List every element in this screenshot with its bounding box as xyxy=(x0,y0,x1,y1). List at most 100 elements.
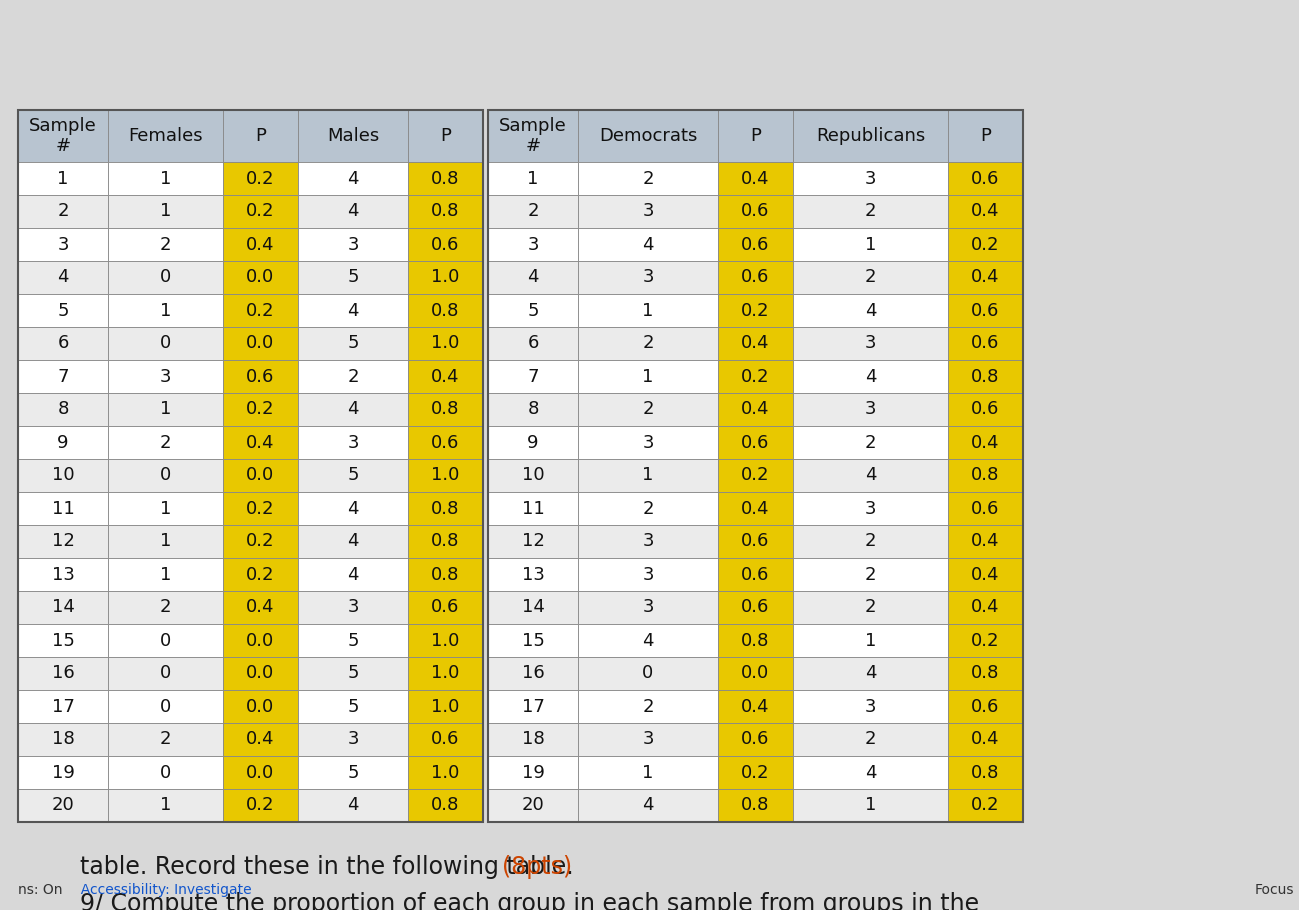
Text: 0.6: 0.6 xyxy=(742,565,770,583)
Text: 3: 3 xyxy=(160,368,171,386)
Bar xyxy=(792,657,948,690)
Text: 0.2: 0.2 xyxy=(247,532,275,551)
Text: 3: 3 xyxy=(642,203,653,220)
Text: 5: 5 xyxy=(347,335,359,352)
Bar xyxy=(18,558,108,591)
Text: 4: 4 xyxy=(865,664,877,682)
Bar xyxy=(297,195,408,228)
Text: 1.0: 1.0 xyxy=(431,467,460,484)
Text: 3: 3 xyxy=(642,532,653,551)
Bar xyxy=(948,558,1024,591)
Text: 19: 19 xyxy=(522,763,544,782)
Text: 1.0: 1.0 xyxy=(431,763,460,782)
Text: 4: 4 xyxy=(347,169,359,187)
Bar xyxy=(108,327,223,360)
Bar xyxy=(948,789,1024,822)
Bar xyxy=(408,110,483,162)
Text: 2: 2 xyxy=(642,335,653,352)
Bar xyxy=(223,657,297,690)
Bar xyxy=(18,110,108,162)
Bar xyxy=(948,294,1024,327)
Text: 20: 20 xyxy=(52,796,74,814)
Bar xyxy=(948,459,1024,492)
Text: 4: 4 xyxy=(347,400,359,419)
Bar xyxy=(792,162,948,195)
Text: 18: 18 xyxy=(52,731,74,749)
Bar xyxy=(18,261,108,294)
Text: 0.4: 0.4 xyxy=(972,731,1000,749)
Bar xyxy=(408,525,483,558)
Bar xyxy=(223,459,297,492)
Text: 1: 1 xyxy=(642,763,653,782)
Bar xyxy=(18,657,108,690)
Bar xyxy=(297,723,408,756)
Bar xyxy=(408,690,483,723)
Bar xyxy=(108,624,223,657)
Text: 4: 4 xyxy=(347,565,359,583)
Text: 3: 3 xyxy=(865,335,877,352)
Text: 3: 3 xyxy=(865,400,877,419)
Bar xyxy=(578,756,718,789)
Text: 2: 2 xyxy=(527,203,539,220)
Bar xyxy=(718,492,792,525)
Bar xyxy=(718,756,792,789)
Bar xyxy=(488,228,578,261)
Text: 2: 2 xyxy=(160,236,171,254)
Text: 0.2: 0.2 xyxy=(972,632,1000,650)
Bar xyxy=(578,110,718,162)
Bar xyxy=(948,690,1024,723)
Text: 0.4: 0.4 xyxy=(972,599,1000,616)
Text: 0.2: 0.2 xyxy=(247,169,275,187)
Bar xyxy=(948,327,1024,360)
Text: 4: 4 xyxy=(865,467,877,484)
Text: 0.6: 0.6 xyxy=(742,203,770,220)
Bar xyxy=(948,360,1024,393)
Text: 1: 1 xyxy=(160,301,171,319)
Bar xyxy=(108,525,223,558)
Text: 0.4: 0.4 xyxy=(742,169,770,187)
Text: Focus: Focus xyxy=(1255,883,1295,897)
Bar xyxy=(718,789,792,822)
Bar xyxy=(578,492,718,525)
Bar xyxy=(488,558,578,591)
Bar xyxy=(297,591,408,624)
Text: 17: 17 xyxy=(52,697,74,715)
Bar xyxy=(223,558,297,591)
Bar xyxy=(108,657,223,690)
Text: 0.6: 0.6 xyxy=(431,599,460,616)
Text: Sample
#: Sample # xyxy=(499,116,566,156)
Text: 8: 8 xyxy=(57,400,69,419)
Bar xyxy=(578,294,718,327)
Bar xyxy=(718,261,792,294)
Bar xyxy=(297,426,408,459)
Text: 3: 3 xyxy=(347,731,359,749)
Text: 0.8: 0.8 xyxy=(431,796,460,814)
Bar xyxy=(578,624,718,657)
Bar xyxy=(578,723,718,756)
Text: 1: 1 xyxy=(865,796,877,814)
Bar xyxy=(223,261,297,294)
Bar xyxy=(792,789,948,822)
Text: 3: 3 xyxy=(642,268,653,287)
Bar xyxy=(223,360,297,393)
Bar xyxy=(578,360,718,393)
Bar xyxy=(223,294,297,327)
Bar xyxy=(108,426,223,459)
Text: 0.4: 0.4 xyxy=(972,203,1000,220)
Bar xyxy=(297,459,408,492)
Text: Sample
#: Sample # xyxy=(29,116,97,156)
Bar xyxy=(223,327,297,360)
Text: 16: 16 xyxy=(52,664,74,682)
Text: 2: 2 xyxy=(865,599,877,616)
Text: 4: 4 xyxy=(57,268,69,287)
Text: 3: 3 xyxy=(865,500,877,518)
Bar xyxy=(718,690,792,723)
Bar xyxy=(488,492,578,525)
Bar xyxy=(18,756,108,789)
Bar xyxy=(408,558,483,591)
Bar xyxy=(488,591,578,624)
Text: 2: 2 xyxy=(865,268,877,287)
Bar xyxy=(792,723,948,756)
Bar xyxy=(488,789,578,822)
Text: 0.2: 0.2 xyxy=(972,236,1000,254)
